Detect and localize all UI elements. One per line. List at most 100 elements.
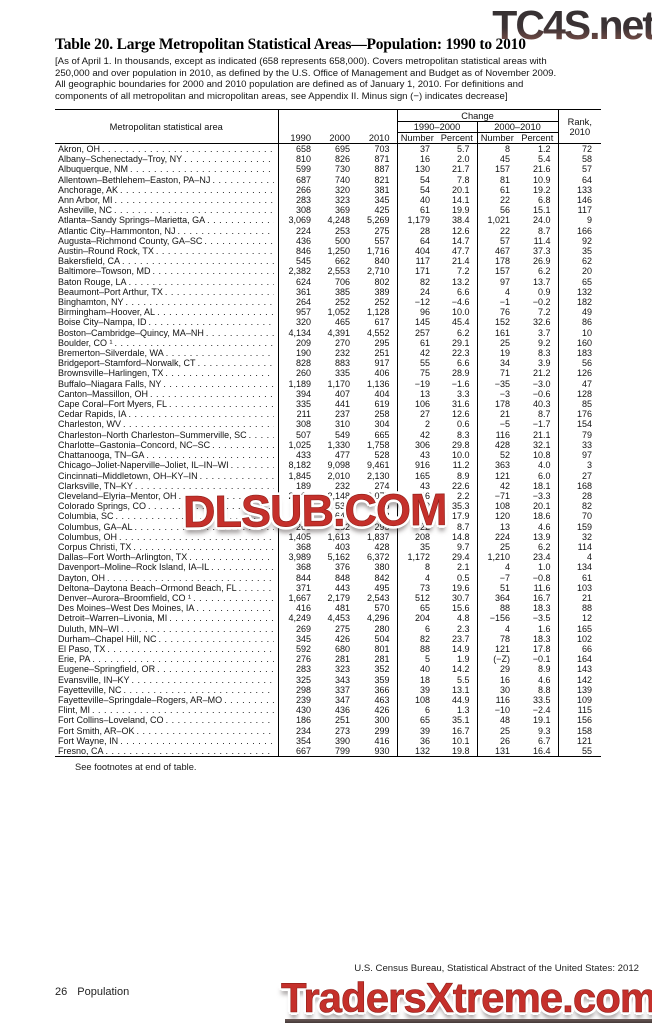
data-cell: 10.9 xyxy=(517,174,559,185)
data-cell: 42 xyxy=(420,348,431,359)
data-cell: 56 xyxy=(582,358,593,369)
data-cell: 6.6 xyxy=(437,286,478,298)
data-cell: 21.2 xyxy=(517,368,559,379)
data-cell: 9.2 xyxy=(517,337,559,349)
data-cell: 48 xyxy=(500,715,511,726)
data-cell: 33 xyxy=(582,439,593,450)
data-cell: 8 xyxy=(505,144,511,154)
data-cell: 295 xyxy=(357,337,398,349)
data-cell: 281 xyxy=(334,654,350,665)
data-cell: 97 xyxy=(582,450,593,461)
data-cell: 29.1 xyxy=(437,337,478,349)
area-name: Detroit–Warren–Livonia, MI xyxy=(55,613,279,624)
data-cell: 71 xyxy=(500,368,511,379)
data-cell: −156 xyxy=(489,613,511,624)
data-cell: −10 xyxy=(494,705,511,716)
data-cell: 45.4 xyxy=(437,317,478,328)
data-cell: 667 xyxy=(295,745,311,756)
data-cell: 22.3 xyxy=(437,348,478,359)
data-cell: 164 xyxy=(577,654,593,665)
data-cell: 304 xyxy=(357,419,398,430)
area-name: Cincinnati–Middletown, OH–KY–IN xyxy=(55,470,279,481)
data-cell: 251 xyxy=(334,715,350,726)
data-cell: 308 xyxy=(295,205,311,216)
data-cell: 126 xyxy=(577,368,593,379)
data-cell: 1,758 xyxy=(357,439,398,451)
data-cell: 37.3 xyxy=(517,246,559,257)
area-name: Baton Rouge, LA xyxy=(55,276,279,287)
data-cell: 283 xyxy=(295,195,311,206)
data-cell: −0.2 xyxy=(517,297,559,308)
table-row: Baton Rouge, LA 624 706 802 82 13.2 97 13.7 65 xyxy=(55,276,601,287)
data-cell: 275 xyxy=(357,225,398,236)
area-name: Davenport–Moline–Rock Island, IA–IL xyxy=(55,562,279,573)
data-cell: 821 xyxy=(357,174,398,185)
data-cell: 253 xyxy=(334,225,350,236)
data-cell: 178 xyxy=(494,256,511,267)
data-cell: 801 xyxy=(357,643,398,655)
data-cell: 1,210 xyxy=(487,552,511,563)
data-cell: 13.7 xyxy=(517,276,559,287)
data-cell: 109 xyxy=(577,694,593,705)
table-row: Cleveland–Elyria–Mentor, OH 2,102 2,148 2,0… xyxy=(55,490,601,502)
data-cell: 465 xyxy=(334,317,350,328)
data-cell: 19.2 xyxy=(517,184,559,196)
data-cell: 189 xyxy=(295,480,311,491)
data-cell: 2,543 xyxy=(357,592,398,604)
data-cell: 29.4 xyxy=(437,552,478,563)
data-cell: 549 xyxy=(334,429,350,440)
data-cell: 592 xyxy=(295,643,311,654)
area-name: Buffalo–Niagara Falls, NY xyxy=(55,378,279,389)
area-name: Denver–Aurora–Broomfield, CO ¹ xyxy=(55,592,279,604)
data-cell: 275 xyxy=(334,623,350,634)
data-cell: 35.3 xyxy=(437,501,478,512)
data-cell: 658 xyxy=(295,144,311,154)
data-cell: 364 xyxy=(494,592,511,603)
data-cell: 79 xyxy=(582,429,593,440)
table-row: Ann Arbor, MI 283 323 345 40 14.1 22 6.8 146 xyxy=(55,195,601,206)
area-name: Charleston, WV xyxy=(55,419,279,430)
data-cell: 8.3 xyxy=(437,429,478,440)
data-cell: 404 xyxy=(357,388,398,400)
data-cell: 121 xyxy=(494,643,511,654)
data-cell: −0.8 xyxy=(517,572,559,583)
area-name: Erie, PA xyxy=(55,654,279,665)
data-cell: 5.4 xyxy=(517,154,559,165)
data-cell: 257 xyxy=(414,327,431,338)
data-cell: 102 xyxy=(577,633,593,644)
data-cell: 345 xyxy=(295,633,311,644)
data-cell: 404 xyxy=(414,246,431,257)
table-row: Colorado Springs, CO 397 537 645 140 35.3 108 2… xyxy=(55,501,601,512)
data-cell: 14.1 xyxy=(437,195,478,206)
col-header-number-2: Number xyxy=(477,132,518,144)
area-name: Cape Coral–Fort Myers, FL xyxy=(55,399,279,410)
data-cell: 695 xyxy=(334,144,350,154)
data-cell: 19.9 xyxy=(437,205,478,216)
area-name: Augusta–Richmond County, GA–SC xyxy=(55,235,279,247)
area-name: Dayton, OH xyxy=(55,572,279,583)
area-name: Columbus, OH xyxy=(55,531,279,542)
table-row: Fort Wayne, IN 354 390 416 36 10.1 26 6.7 121 xyxy=(55,735,601,746)
data-cell: 154 xyxy=(577,419,593,430)
data-cell: 368 xyxy=(295,562,311,573)
data-cell: 25 xyxy=(500,541,511,552)
data-cell: 2,179 xyxy=(327,592,350,603)
data-cell: 430 xyxy=(295,705,311,716)
data-cell: 5 xyxy=(425,654,431,665)
area-name: Atlantic City–Hammonton, NJ xyxy=(55,225,279,236)
table-row: Atlantic City–Hammonton, NJ 224 253 275 28 12… xyxy=(55,225,601,236)
data-cell: 8.8 xyxy=(517,684,559,695)
data-cell: 2.1 xyxy=(437,562,478,573)
data-cell: 2,553 xyxy=(327,266,350,277)
data-cell: 1.9 xyxy=(437,654,478,665)
data-cell: 266 xyxy=(295,184,311,195)
data-cell: 97 xyxy=(500,276,511,287)
data-cell: 2.0 xyxy=(437,154,478,165)
data-cell: 260 xyxy=(295,521,311,532)
data-cell: 66 xyxy=(582,643,593,654)
data-cell: 917 xyxy=(357,358,398,369)
population-table: Metropolitan statistical area Change Ran… xyxy=(55,109,602,758)
data-cell: 0.5 xyxy=(437,572,478,583)
data-cell: 381 xyxy=(357,184,398,196)
col-header-period-1990-2000: 1990–2000 xyxy=(397,121,478,133)
